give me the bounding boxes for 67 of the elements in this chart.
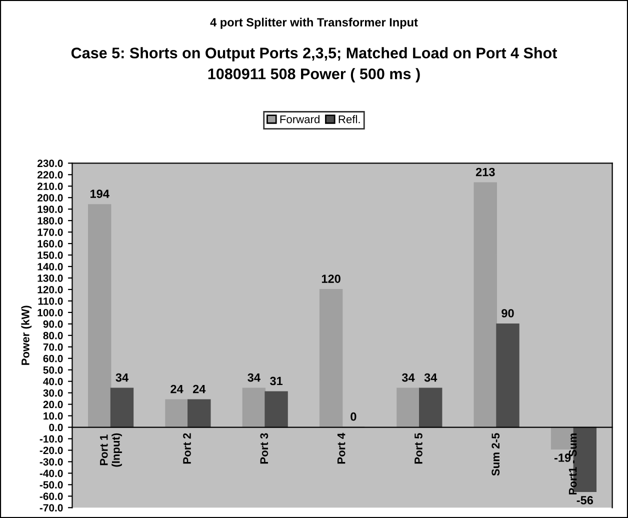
- bar: [88, 204, 112, 428]
- bar: [188, 399, 211, 428]
- data-label: 34: [116, 373, 128, 382]
- bar: [110, 388, 134, 428]
- y-tick-label: 170.0: [38, 228, 63, 236]
- chart-subtitle: Case 5: Shorts on Output Ports 2,3,5; Matched Load on Port 4 Shot 1080911 508 Power ( 500 ms ): [71, 47, 558, 82]
- legend-label: Refl.: [338, 115, 360, 124]
- chart-title: 4 port Splitter with Transformer Input: [210, 18, 418, 29]
- bar: [165, 399, 188, 428]
- y-tick-label: 0.0: [49, 424, 63, 432]
- y-tick-label: -20.0: [40, 446, 63, 454]
- data-label: 31: [270, 376, 283, 386]
- bar: [474, 182, 497, 428]
- bar: [319, 289, 343, 428]
- y-tick-label: 60.0: [43, 354, 63, 362]
- data-label: 24: [170, 384, 184, 394]
- y-tick-label: 40.0: [43, 378, 63, 386]
- data-label: 34: [402, 373, 415, 382]
- y-axis-title: Power (kW): [21, 306, 32, 365]
- y-tick-label: 130.0: [38, 274, 63, 282]
- y-tick-label: 50.0: [43, 366, 63, 374]
- y-tick-label: -40.0: [40, 470, 63, 478]
- y-tick-label: 230.0: [37, 160, 63, 168]
- x-tick-label: Sum 2-5: [492, 433, 500, 476]
- y-tick-label: 160.0: [38, 240, 63, 248]
- data-label: 90: [502, 309, 514, 318]
- bar: [496, 324, 520, 428]
- y-tick-label: -70.0: [40, 504, 63, 512]
- x-tick-label: Port 4: [337, 432, 346, 464]
- data-label: 34: [248, 373, 260, 382]
- data-label: 0: [350, 412, 356, 421]
- data-label: -56: [576, 496, 594, 504]
- y-tick-label: 150.0: [38, 252, 63, 259]
- y-tick-label: 140.0: [38, 263, 63, 270]
- y-tick-label: -10.0: [40, 435, 63, 443]
- y-tick-label: -50.0: [40, 481, 63, 489]
- y-tick-label: -30.0: [40, 458, 63, 466]
- legend-label: Forward: [280, 115, 320, 124]
- bar: [264, 391, 288, 428]
- y-tick-label: 10.0: [44, 412, 63, 420]
- y-tick-label: 80.0: [43, 332, 63, 340]
- data-label: 213: [476, 168, 495, 176]
- y-tick-label: -60.0: [40, 492, 63, 500]
- x-tick-label: Port 1 (Input): [100, 433, 122, 467]
- bar: [396, 388, 420, 428]
- y-tick-label: 20.0: [43, 400, 63, 408]
- bar: [418, 388, 442, 428]
- data-label: 34: [424, 373, 438, 382]
- bar: [242, 388, 266, 428]
- y-tick-label: 110.0: [38, 297, 63, 305]
- y-tick-label: 70.0: [43, 343, 63, 351]
- data-label: -19: [554, 454, 571, 462]
- y-tick-label: 210.0: [37, 182, 63, 190]
- y-tick-label: 200.0: [37, 194, 63, 202]
- data-label: 194: [90, 190, 110, 198]
- y-tick-label: 100.0: [38, 308, 63, 316]
- y-tick-label: 120.0: [38, 286, 63, 294]
- y-tick-label: 220.0: [37, 171, 63, 179]
- y-tick-label: 30.0: [43, 389, 63, 397]
- x-tick-label: Port 5: [414, 433, 422, 464]
- x-tick-label: Port 2: [183, 433, 191, 464]
- data-label: 24: [192, 384, 206, 394]
- y-tick-label: 90.0: [43, 320, 63, 328]
- y-tick-label: 190.0: [38, 206, 63, 213]
- data-label: 120: [322, 274, 340, 283]
- y-tick-label: 180.0: [38, 217, 63, 224]
- x-tick-label: Port 3: [260, 433, 268, 464]
